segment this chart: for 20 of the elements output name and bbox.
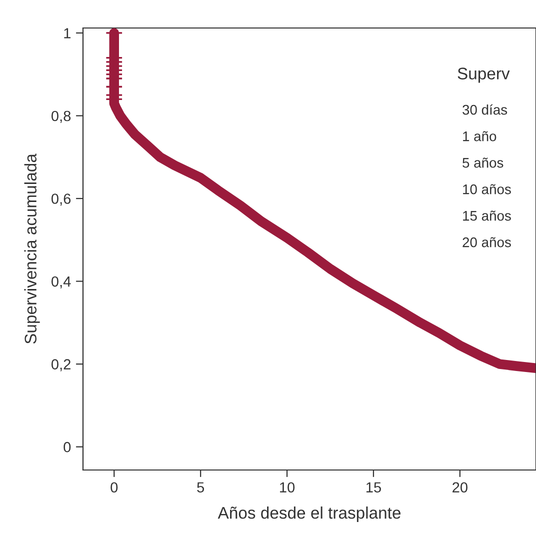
- y-tick-label: 0,6: [51, 194, 71, 206]
- annotation: Superv: [458, 68, 510, 83]
- y-tick-label: 0,8: [51, 110, 71, 123]
- x-axis-title: Años desde el trasplante: [218, 506, 400, 522]
- annotation: 20 años: [462, 237, 511, 248]
- annotation: 1 año: [463, 131, 496, 142]
- annotation: 10 años: [463, 184, 511, 194]
- x-tick-label: 0: [110, 482, 118, 493]
- x-tick-label: 20: [452, 482, 468, 493]
- annotation: 5 años: [462, 158, 504, 168]
- y-axis-title: Supervivencia acumulada: [24, 154, 40, 344]
- y-tick-label: 1: [64, 28, 70, 38]
- annotation: 30 días: [462, 104, 508, 115]
- y-tick-label: 0: [64, 442, 71, 452]
- x-tick-label: 15: [366, 482, 381, 493]
- y-tick-label: 0,2: [51, 359, 70, 372]
- x-tick-label: 10: [280, 482, 295, 493]
- x-tick-label: 5: [197, 482, 204, 493]
- y-tick-label: 0,4: [51, 276, 71, 288]
- annotation: 15 años: [463, 210, 511, 221]
